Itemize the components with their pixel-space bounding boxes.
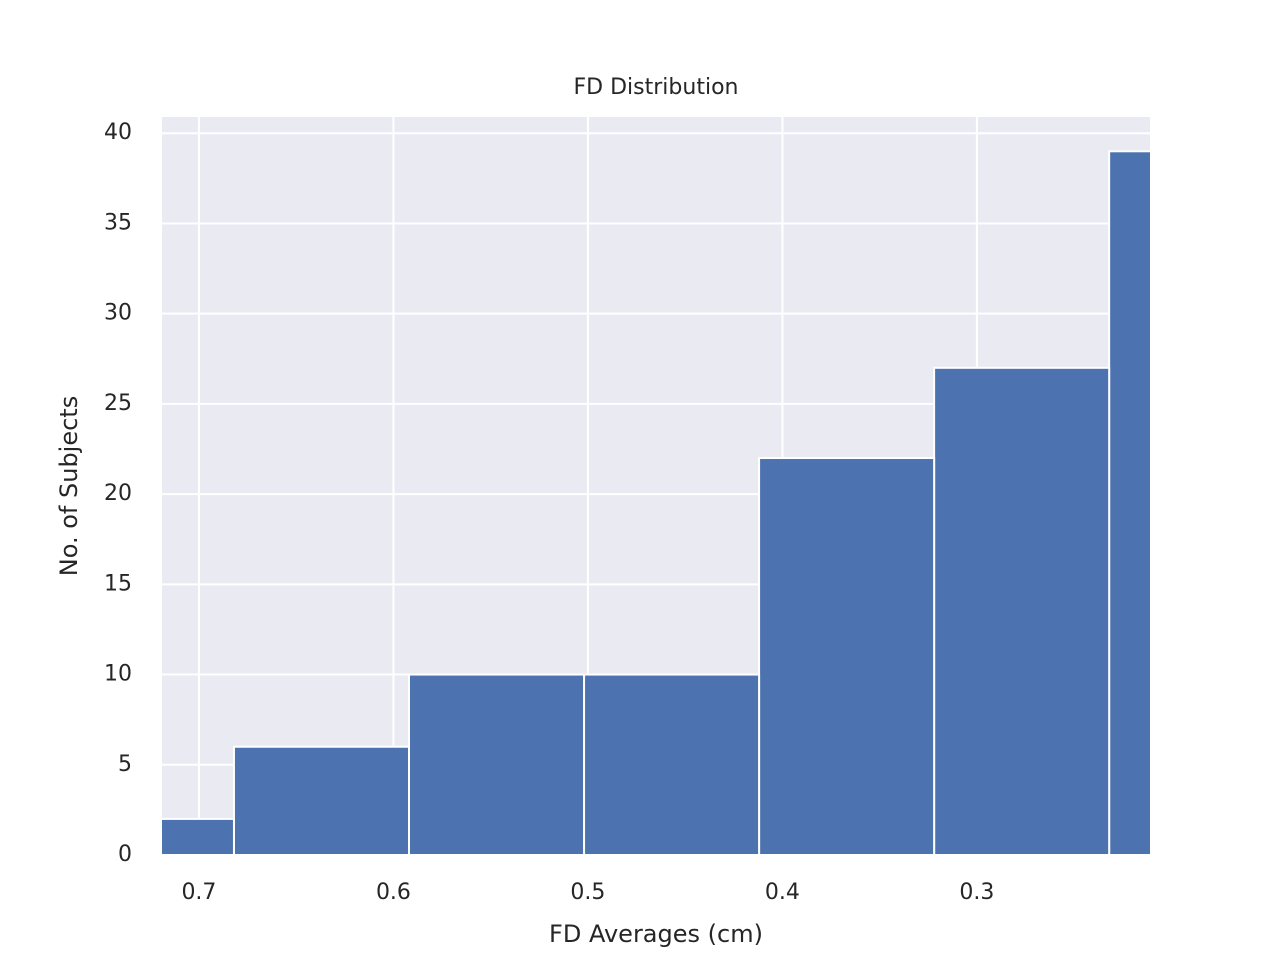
bar	[933, 366, 1111, 855]
bar	[583, 673, 761, 855]
bars	[162, 150, 1150, 855]
bar	[232, 745, 410, 855]
bar	[408, 673, 586, 855]
bar	[758, 457, 936, 855]
y-tick-label: 15	[104, 571, 132, 596]
x-tick-label: 0.4	[765, 880, 800, 905]
bar	[162, 817, 235, 855]
x-tick-label: 0.6	[376, 880, 411, 905]
y-tick-label: 0	[118, 842, 132, 867]
x-axis-label: FD Averages (cm)	[549, 920, 763, 948]
y-tick-label: 5	[118, 752, 132, 777]
y-tick-label: 10	[104, 662, 132, 687]
y-tick-label: 25	[104, 391, 132, 416]
labels: 0 5 10 15 20 25 30 35 40 0.7 0.6 0.5 0.4 0.3	[104, 120, 994, 905]
bar	[1108, 150, 1150, 855]
x-tick-label: 0.7	[181, 880, 216, 905]
x-tick-label: 0.5	[570, 880, 605, 905]
y-tick-label: 20	[104, 481, 132, 506]
y-axis-label: No. of Subjects	[55, 396, 83, 576]
y-tick-label: 35	[104, 210, 132, 235]
x-tick-label: 0.3	[959, 880, 994, 905]
y-tick-label: 40	[104, 120, 132, 145]
y-tick-label: 30	[104, 301, 132, 326]
chart-title: FD Distribution	[574, 75, 739, 100]
